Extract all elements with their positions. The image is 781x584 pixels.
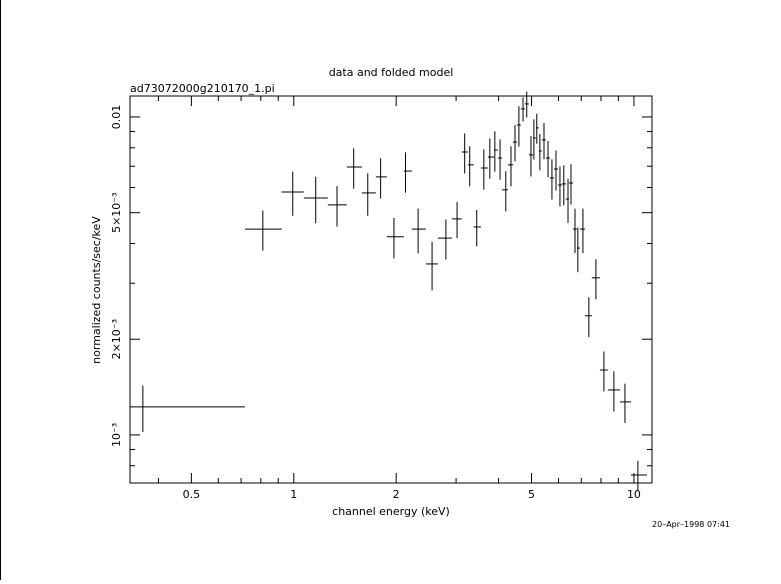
plot-frame: [129, 95, 653, 484]
y-tick-label: 10⁻³: [110, 423, 123, 447]
y-tick-label: 0.01: [110, 105, 123, 130]
y-tick-label: 5×10⁻³: [110, 192, 123, 232]
y-axis-label: normalized counts/sec/keV: [90, 216, 103, 364]
y-tick-label: 2×10⁻³: [110, 319, 123, 359]
timestamp: 20–Apr–1998 07:41: [652, 520, 730, 529]
chart-subtitle: ad73072000g210170_1.pi: [130, 82, 275, 95]
x-tick-label: 1: [290, 488, 297, 501]
x-tick-label: 2: [393, 488, 400, 501]
x-axis-label: channel energy (keV): [332, 505, 450, 518]
x-tick-label: 5: [528, 488, 535, 501]
x-tick-label: 10: [627, 488, 641, 501]
chart-title: data and folded model: [329, 66, 454, 79]
x-tick-label: 0.5: [183, 488, 201, 501]
